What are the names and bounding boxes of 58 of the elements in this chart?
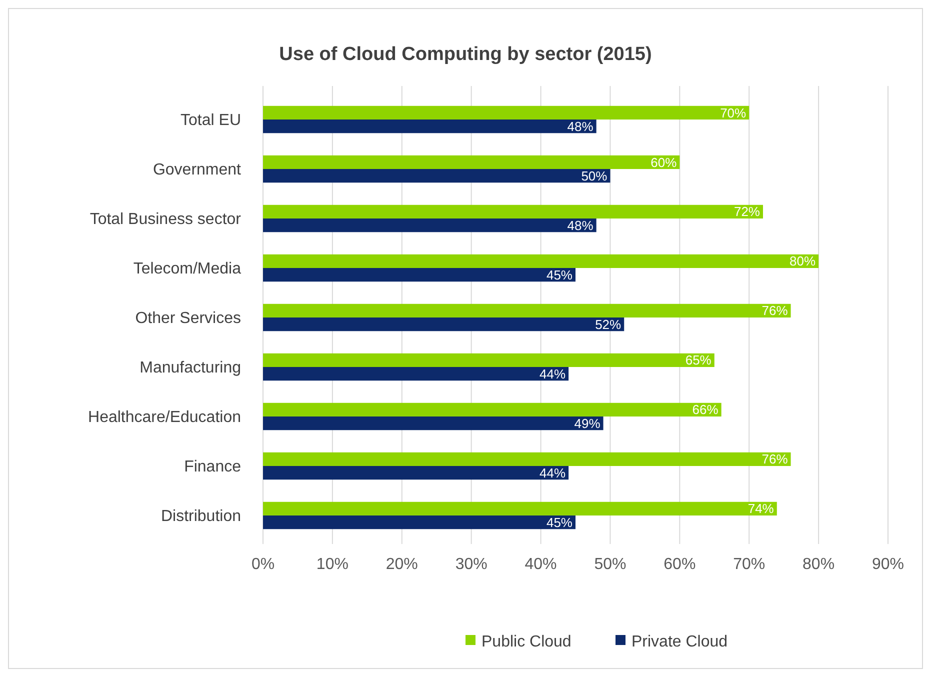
x-tick-label: 20% — [386, 556, 418, 573]
x-tick-label: 10% — [316, 556, 348, 573]
bar — [263, 155, 680, 170]
data-label: 70% — [720, 105, 747, 120]
bar — [263, 366, 569, 381]
data-label: 49% — [574, 416, 601, 431]
x-tick-label: 80% — [802, 556, 835, 573]
x-tick-label: 40% — [524, 556, 557, 573]
x-tick-label: 50% — [594, 556, 626, 573]
x-tick-label: 0% — [251, 556, 275, 573]
bar — [263, 106, 750, 120]
y-tick-label: Finance — [184, 458, 242, 476]
x-tick-label: 30% — [455, 556, 488, 573]
data-label: 48% — [567, 218, 594, 233]
x-tick-label: 90% — [872, 556, 904, 573]
data-label: 76% — [762, 452, 788, 467]
data-label: 80% — [790, 254, 816, 269]
bar — [263, 466, 569, 480]
y-tick-label: Telecom/Media — [133, 260, 242, 278]
bar — [263, 204, 763, 219]
legend-label: Private Cloud — [632, 634, 728, 651]
bar — [263, 416, 604, 430]
bar — [263, 402, 722, 416]
data-label: 50% — [581, 168, 608, 184]
data-label: 74% — [748, 501, 774, 516]
data-label: 60% — [650, 154, 678, 170]
data-label: 44% — [540, 366, 566, 382]
bar — [263, 304, 791, 318]
chart-title: Use of Cloud Computing by sector (2015) — [279, 44, 652, 65]
bar — [263, 120, 596, 134]
bar — [263, 169, 610, 183]
bar — [263, 254, 819, 268]
data-label: 72% — [734, 204, 760, 220]
bar — [263, 452, 791, 466]
bar — [263, 318, 624, 332]
legend-label: Public Cloud — [482, 634, 572, 651]
data-label: 45% — [546, 514, 573, 530]
data-label: 48% — [567, 118, 594, 134]
data-label: 66% — [692, 402, 719, 418]
data-label: 65% — [685, 352, 712, 368]
x-tick-label: 70% — [733, 556, 766, 573]
y-tick-label: Other Services — [135, 310, 241, 328]
data-label: 44% — [540, 465, 566, 480]
data-label: 52% — [595, 316, 622, 332]
x-tick-label: 60% — [664, 556, 696, 573]
bar — [263, 268, 576, 282]
bar — [263, 218, 596, 232]
data-label: 76% — [762, 303, 788, 318]
bar — [263, 515, 576, 530]
bar — [263, 353, 714, 367]
y-tick-label: Total EU — [180, 112, 241, 130]
y-tick-label: Total Business sector — [90, 211, 242, 228]
y-tick-label: Distribution — [160, 508, 241, 526]
bar — [263, 502, 777, 516]
data-label: 45% — [546, 267, 573, 282]
y-tick-label: Healthcare/Education — [88, 409, 241, 426]
y-tick-label: Government — [152, 162, 242, 179]
y-tick-label: Manufacturing — [140, 360, 241, 377]
